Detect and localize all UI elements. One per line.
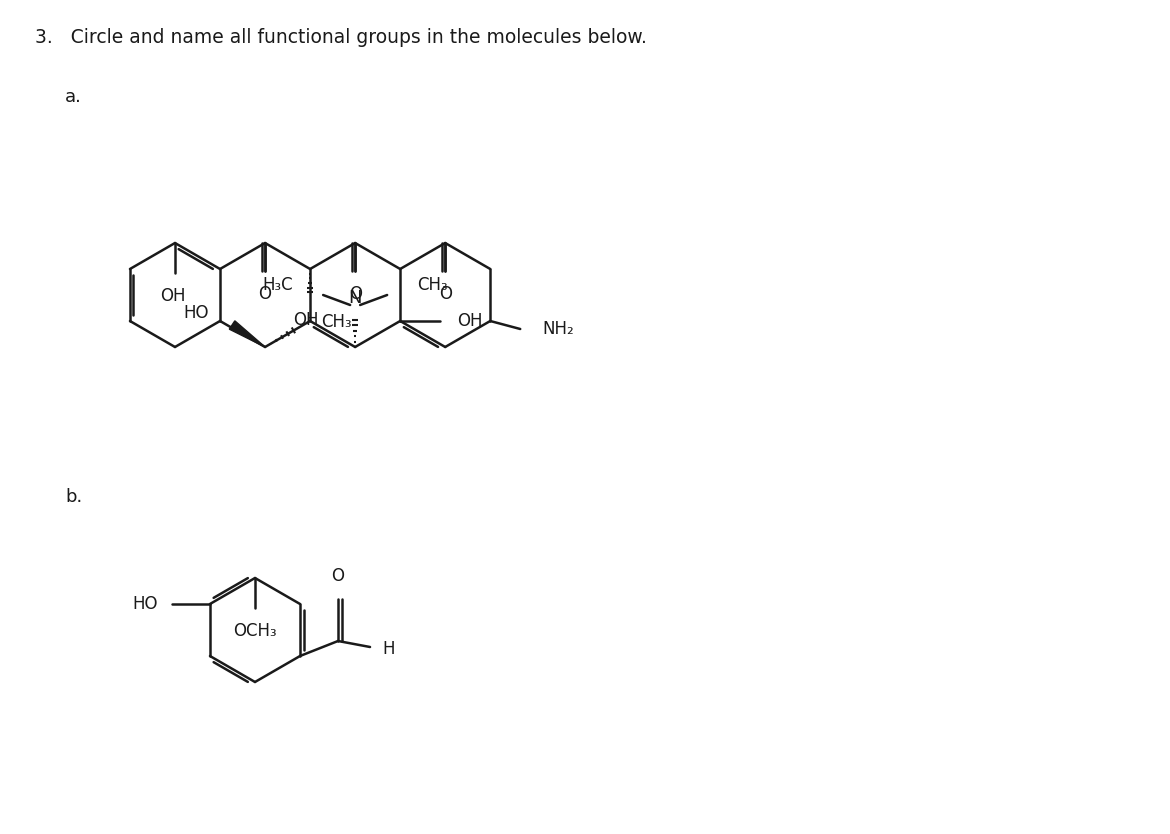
Text: O: O	[259, 285, 271, 303]
Text: H₃C: H₃C	[262, 276, 294, 294]
Text: OH: OH	[294, 311, 319, 329]
Text: OH: OH	[160, 287, 186, 305]
Text: O: O	[331, 567, 344, 585]
Text: a.: a.	[66, 88, 82, 106]
Text: CH₃: CH₃	[321, 313, 352, 331]
Text: HO: HO	[132, 595, 158, 613]
Text: CH₃: CH₃	[418, 276, 448, 294]
Text: b.: b.	[66, 488, 82, 506]
Text: 3.   Circle and name all functional groups in the molecules below.: 3. Circle and name all functional groups…	[35, 28, 647, 47]
Text: NH₂: NH₂	[542, 320, 574, 338]
Text: HO: HO	[184, 304, 209, 322]
Text: O: O	[349, 285, 362, 303]
Text: O: O	[439, 285, 452, 303]
Text: H: H	[383, 640, 394, 658]
Text: N: N	[349, 289, 362, 307]
Text: OCH₃: OCH₃	[233, 622, 277, 640]
Text: OH: OH	[457, 312, 483, 330]
Polygon shape	[229, 321, 266, 347]
